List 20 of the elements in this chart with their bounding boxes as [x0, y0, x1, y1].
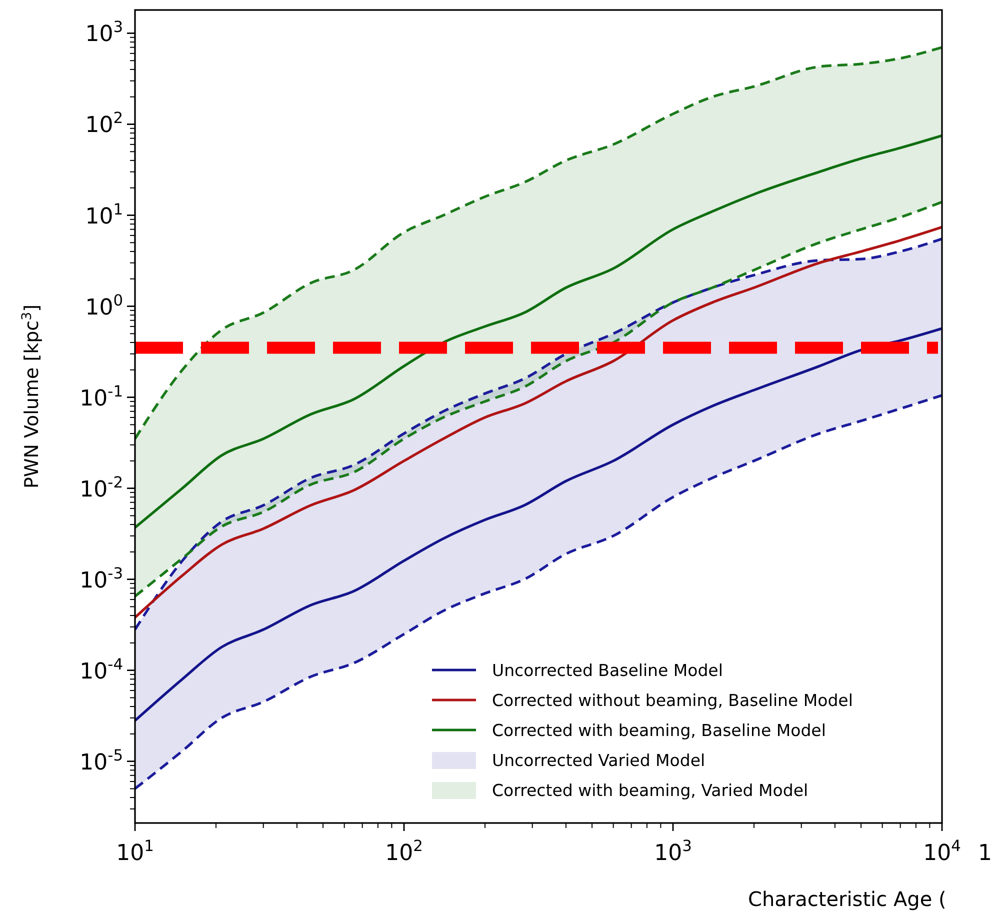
y-tick-label: 10$^{0}$ [85, 291, 123, 320]
legend-label: Uncorrected Baseline Model [492, 661, 723, 680]
legend-label: Corrected without beaming, Baseline Model [492, 691, 853, 710]
x-tick-label: 10$^{1}$ [116, 837, 154, 866]
y-tick-label: 10$^{-4}$ [80, 655, 123, 684]
x-tick-label: 10$^{4}$ [923, 837, 961, 866]
y-tick-label: 10$^{-2}$ [80, 473, 123, 502]
x-tick-label: 10$^{3}$ [654, 837, 692, 866]
x-tick-label: 10$^{2}$ [385, 837, 423, 866]
y-tick-label: 10$^{1}$ [85, 200, 123, 230]
y-tick-label: 10$^{-5}$ [80, 746, 123, 776]
legend-label: Corrected with beaming, Baseline Model [492, 721, 826, 740]
legend-label: Uncorrected Varied Model [492, 751, 706, 770]
y-tick-label: 10$^{3}$ [85, 18, 123, 48]
x-axis-title: Characteristic Age ( [748, 887, 946, 911]
text: 1 [978, 841, 992, 866]
y-tick-label: 10$^{-1}$ [80, 382, 123, 412]
y-tick-label: 10$^{-3}$ [80, 564, 123, 594]
legend-label: Corrected with beaming, Varied Model [492, 781, 808, 800]
y-tick-label: 10$^{2}$ [85, 109, 123, 138]
